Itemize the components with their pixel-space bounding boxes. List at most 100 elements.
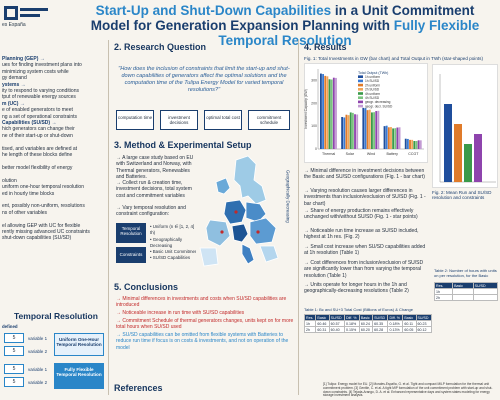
title-part-1: Start-Up and Shut-Down Capabilities bbox=[95, 3, 332, 18]
intro-line: ues for finding investment plans into bbox=[2, 62, 82, 69]
y-tick-label: 300 bbox=[311, 78, 317, 82]
legend-label: 4h SU/SD bbox=[365, 96, 380, 100]
bar bbox=[343, 117, 346, 149]
legend-label: 2h SU/SD bbox=[365, 88, 380, 92]
legend-label: 2h uniform bbox=[365, 83, 380, 87]
intro-line: ity to respond to varying conditions bbox=[2, 88, 79, 95]
result-bullet-5: → Small cost increase when SU/SD capabil… bbox=[304, 244, 426, 257]
bar bbox=[362, 107, 365, 149]
table-cell: 60.40 bbox=[328, 326, 346, 333]
intro-line: better model flexibility of energy bbox=[2, 164, 73, 171]
table-cell: 2h bbox=[433, 294, 454, 301]
table-cell: 2h bbox=[303, 326, 317, 333]
bar bbox=[330, 79, 333, 149]
intro-line: ne of their start-up or shut-down bbox=[2, 132, 73, 139]
intro-line: tput of renewable energy sources bbox=[2, 94, 76, 101]
table-header-row: Res. Basic SU/SD bbox=[433, 282, 499, 289]
bar bbox=[326, 76, 329, 149]
intro-line: m (UC) → bbox=[2, 100, 25, 107]
references-text: [1] Tulipa: Energy model for EU. [2] Mor… bbox=[323, 382, 493, 398]
bar bbox=[394, 128, 397, 149]
bar bbox=[419, 140, 422, 149]
legend-label: 1h SU/SD bbox=[365, 79, 380, 83]
fig1-caption: Fig. 1: Total Investments in GW (bar cha… bbox=[304, 56, 483, 61]
legend-label: 1h uniform bbox=[365, 75, 380, 79]
table-cell: 60.12 bbox=[415, 326, 433, 333]
fig2-chart bbox=[439, 74, 496, 183]
y-tick-label: 0 bbox=[315, 147, 317, 151]
tr-value-4: 5 bbox=[4, 377, 24, 387]
legend-swatch bbox=[358, 104, 363, 108]
intro-line: e of enabled generators to meet bbox=[2, 107, 73, 114]
legend-title: Total Output (TWh) bbox=[358, 71, 388, 75]
intro-line: gy demand bbox=[2, 75, 27, 82]
title-part-2: in a Unit Commitment Model for Generatio… bbox=[90, 3, 475, 33]
legend-swatch bbox=[358, 92, 363, 95]
bar bbox=[417, 140, 420, 149]
bar bbox=[377, 110, 380, 149]
bar bbox=[324, 75, 327, 149]
x-tick-label: Wind bbox=[367, 152, 375, 156]
defined-label: defined bbox=[2, 324, 18, 329]
table-header-row: Res. Basic SU/SD Diff. % Basic SU/SD Diff. % Ba… bbox=[303, 314, 433, 321]
intro-line: ystems → bbox=[2, 81, 26, 88]
conclusion-4: → SU/SD capabilities can be omitted from… bbox=[116, 332, 289, 351]
bar bbox=[341, 117, 344, 149]
bar bbox=[347, 115, 350, 149]
intro-line: minimizing system costs while bbox=[2, 68, 69, 75]
legend-swatch bbox=[358, 100, 363, 104]
table2-caption: Table 2: Number of hours with units on p… bbox=[434, 268, 497, 278]
bar bbox=[390, 127, 392, 149]
metric-commitment-schedule: commitment schedule bbox=[248, 110, 290, 130]
table1-caption: Table 1: Bc and SU+3 Total Cost (Billion… bbox=[304, 307, 413, 312]
europe-map bbox=[196, 152, 294, 270]
legend-swatch bbox=[358, 75, 363, 78]
university-logo bbox=[4, 6, 48, 20]
bar bbox=[345, 114, 348, 149]
tr-value-2: 5 bbox=[4, 346, 24, 356]
result-bullet-1: → Minimal difference in investment decis… bbox=[304, 168, 425, 181]
result-bullet-2: → Varying resolution causes larger diffe… bbox=[304, 188, 426, 207]
x-tick-label: CCGT bbox=[408, 152, 419, 156]
temporal-options: • Uniform (n ∈ [1, 2, 4] th) • Geographi… bbox=[150, 224, 195, 249]
method-heading: 3. Method & Experimental Setup bbox=[114, 140, 252, 150]
tr-value-1: 5 bbox=[4, 333, 24, 343]
tr-var-4: variable 2 bbox=[28, 380, 48, 385]
intro-line: Planning (GEP) → bbox=[2, 56, 45, 62]
bar bbox=[332, 77, 335, 149]
metric-investment-decisions: investment decisions bbox=[160, 110, 198, 130]
bar bbox=[366, 110, 369, 149]
map-note: Geographically Decreasing bbox=[285, 170, 291, 223]
table-cell: 60.05 bbox=[402, 326, 417, 333]
legend-swatch bbox=[358, 96, 363, 99]
x-tick-label: Battery bbox=[387, 152, 399, 156]
column-divider-2 bbox=[298, 40, 299, 395]
table-cell: 0.13% bbox=[387, 326, 404, 333]
legend-label: geogr. decreasing bbox=[365, 100, 391, 104]
x-tick-label: Solar bbox=[346, 152, 355, 156]
table1: Res. Basic SU/SD Diff. % Basic SU/SD Diff. % Ba… bbox=[303, 314, 433, 333]
method-bullet-3: → Vary temporal resolution and constrain… bbox=[116, 205, 186, 218]
legend-swatch bbox=[358, 83, 363, 87]
bar bbox=[368, 109, 371, 149]
bar bbox=[411, 139, 414, 149]
affiliation: es España bbox=[2, 22, 26, 28]
tr-var-2: variable 2 bbox=[28, 349, 48, 354]
result-bullet-7: → Units operate for longer hours in the … bbox=[304, 282, 409, 295]
bar bbox=[354, 114, 356, 149]
intro-line: Capabilities (SU/SD) → bbox=[2, 120, 57, 127]
legend-label: 4h uniform bbox=[365, 92, 380, 96]
fig1-bar-chart: 0 100 200 300 Investment Capacity (GW) Therma… bbox=[304, 69, 424, 156]
bar bbox=[364, 108, 367, 149]
temporal-resolution-label: Temporal Resolution bbox=[116, 223, 146, 243]
intro-line: ns of other variables bbox=[2, 209, 48, 216]
bar bbox=[356, 114, 359, 149]
table2: Res. Basic SU/SD 1h 2h bbox=[433, 282, 499, 301]
intro-line: el allowing GEP with UC for flexible bbox=[2, 222, 81, 229]
bar bbox=[375, 111, 378, 149]
bar bbox=[396, 127, 399, 149]
table-cell bbox=[452, 294, 474, 301]
intro-line: olution bbox=[2, 177, 17, 184]
conclusion-2: → Noticeable increase in run time with S… bbox=[116, 310, 245, 316]
table-row: 1h 60.46 60.57 0.18% 60.24 60.35 0.18% 60.11 60.… bbox=[303, 320, 433, 327]
